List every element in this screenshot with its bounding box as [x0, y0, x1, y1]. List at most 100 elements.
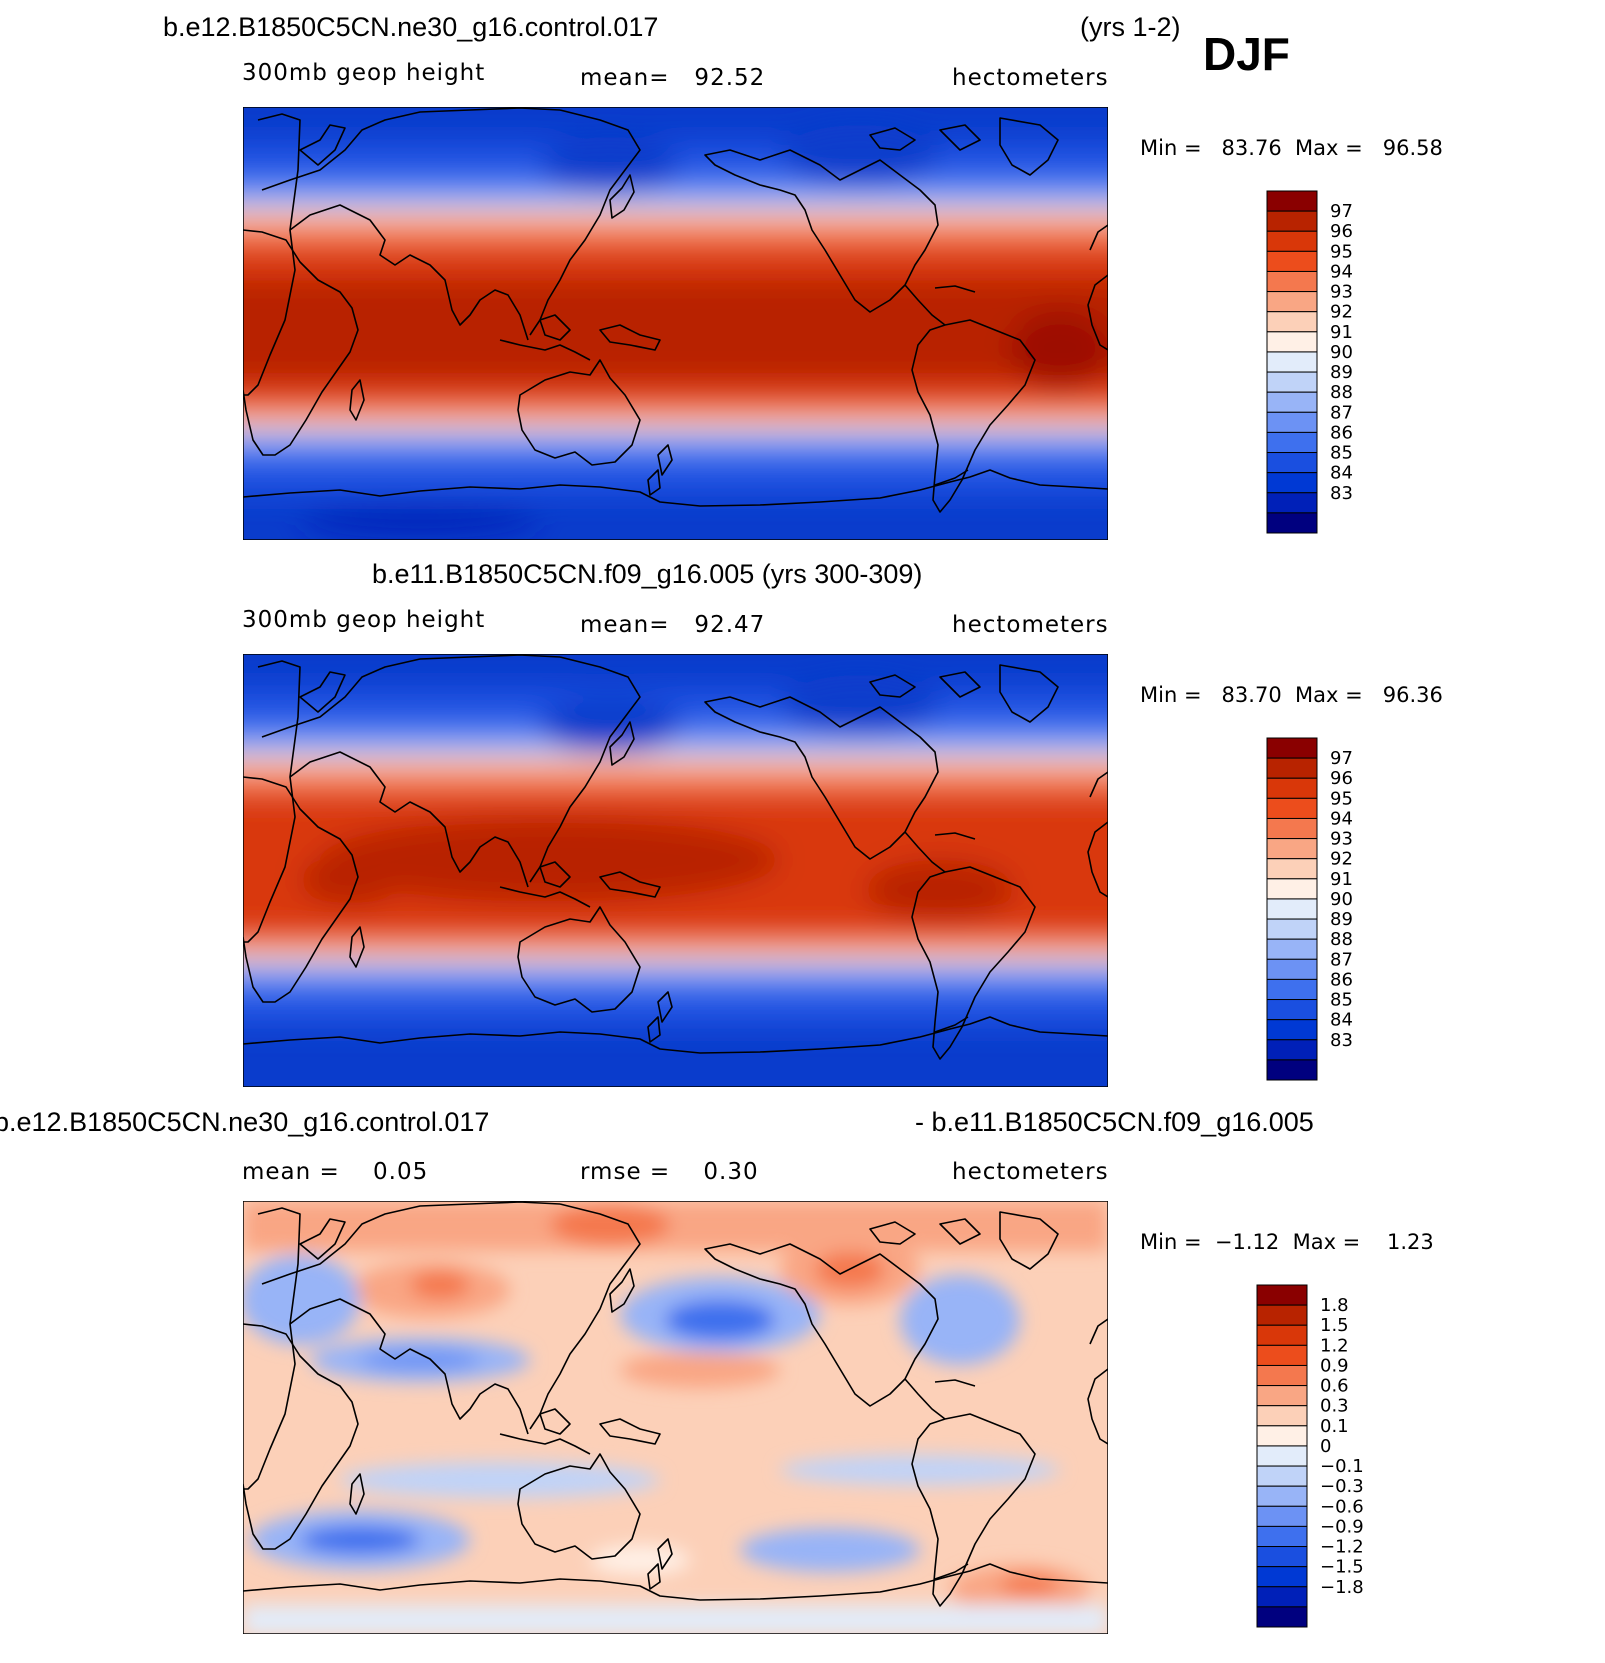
- colorbar-box: [1256, 1606, 1308, 1628]
- colorbar-tick-label: 96: [1330, 768, 1353, 789]
- colorbar-tick-label: −1.5: [1320, 1557, 1364, 1578]
- colorbar-tick-label: 89: [1330, 362, 1353, 383]
- colorbar-tick-label: 84: [1330, 1010, 1353, 1031]
- colorbar-box: [1266, 938, 1318, 960]
- colorbar-box: [1256, 1344, 1308, 1366]
- colorbar-tick-label: −0.9: [1320, 1516, 1364, 1537]
- colorbar-tick-label: 97: [1330, 201, 1353, 222]
- colorbar-tick-label: 1.2: [1320, 1335, 1349, 1356]
- colorbar-box: [1256, 1324, 1308, 1346]
- colorbar-box: [1266, 311, 1318, 333]
- panel1-colorbar-boxes: [1266, 190, 1318, 534]
- panel-control: b.e11.B1850C5CN.f09_g16.005 (yrs 300-309…: [242, 559, 1443, 1087]
- panel3-mean-label: mean = 0.05: [242, 1159, 428, 1185]
- colorbar-tick-label: 91: [1330, 869, 1353, 890]
- colorbar-tick-label: 85: [1330, 443, 1353, 464]
- colorbar-box: [1256, 1566, 1308, 1588]
- colorbar-box: [1266, 999, 1318, 1021]
- colorbar-tick-label: 0: [1320, 1436, 1331, 1457]
- colorbar-box: [1266, 978, 1318, 1001]
- colorbar-box: [1256, 1304, 1308, 1326]
- colorbar-tick-label: 95: [1330, 241, 1353, 262]
- colorbar-tick-label: −0.3: [1320, 1476, 1364, 1497]
- colorbar-tick-label: 88: [1330, 929, 1353, 950]
- colorbar-tick-label: 1.5: [1320, 1315, 1349, 1336]
- panel1-title-right: (yrs 1-2): [1080, 12, 1181, 42]
- colorbar-box: [1266, 898, 1318, 920]
- colorbar-tick-label: 93: [1330, 829, 1353, 850]
- colorbar-tick-label: 87: [1330, 402, 1353, 423]
- colorbar-tick-label: 0.3: [1320, 1396, 1349, 1417]
- colorbar-box: [1256, 1364, 1308, 1387]
- colorbar-tick-label: 1.8: [1320, 1295, 1349, 1316]
- colorbar-box: [1266, 250, 1318, 272]
- colorbar-box: [1266, 858, 1318, 880]
- panel3-title-right: - b.e11.B1850C5CN.f09_g16.005: [915, 1107, 1314, 1137]
- colorbar-box: [1266, 737, 1318, 759]
- panel1-units-label: hectometers: [952, 65, 1109, 91]
- panel3-colorbar-labels: 1.81.51.20.90.60.30.10−0.1−0.3−0.6−0.9−1…: [1320, 1295, 1364, 1598]
- panel3-colorbar: 1.81.51.20.90.60.30.10−0.1−0.3−0.6−0.9−1…: [1256, 1284, 1364, 1628]
- colorbar-box: [1266, 411, 1318, 433]
- colorbar-box: [1266, 190, 1318, 212]
- panel1-minmax: Min = 83.76 Max = 96.58: [1140, 136, 1443, 160]
- colorbar-box: [1256, 1385, 1308, 1407]
- colorbar-tick-label: −0.1: [1320, 1456, 1364, 1477]
- colorbar-tick-label: 91: [1330, 322, 1353, 343]
- colorbar-box: [1266, 878, 1318, 900]
- panel2-map: [243, 654, 1108, 1087]
- season-label: DJF: [1203, 28, 1290, 80]
- panel1-field-label: 300mb geop height: [242, 60, 485, 86]
- colorbar-box: [1266, 1059, 1318, 1081]
- colorbar-tick-label: 87: [1330, 949, 1353, 970]
- colorbar-tick-label: 88: [1330, 382, 1353, 403]
- colorbar-tick-label: −1.2: [1320, 1537, 1364, 1558]
- colorbar-tick-label: 0.9: [1320, 1355, 1349, 1376]
- colorbar-tick-label: 85: [1330, 990, 1353, 1011]
- panel3-title-left: b.e12.B1850C5CN.ne30_g16.control.017: [0, 1107, 489, 1137]
- panel2-colorbar-boxes: [1266, 737, 1318, 1081]
- colorbar-tick-label: 92: [1330, 849, 1353, 870]
- colorbar-tick-label: 97: [1330, 748, 1353, 769]
- colorbar-tick-label: 93: [1330, 282, 1353, 303]
- panel2-field-label: 300mb geop height: [242, 607, 485, 633]
- colorbar-box: [1266, 757, 1318, 779]
- colorbar-tick-label: 0.6: [1320, 1376, 1349, 1397]
- colorbar-box: [1266, 270, 1318, 293]
- panel3-map: [243, 1201, 1108, 1634]
- panel3-colorbar-boxes: [1256, 1284, 1308, 1628]
- panel3-rmse-label: rmse = 0.30: [580, 1159, 759, 1185]
- panel-difference: b.e12.B1850C5CN.ne30_g16.control.017 - b…: [0, 1107, 1434, 1634]
- colorbar-box: [1256, 1405, 1308, 1427]
- colorbar-box: [1266, 452, 1318, 474]
- colorbar-box: [1266, 1039, 1318, 1061]
- colorbar-tick-label: 0.1: [1320, 1416, 1349, 1437]
- colorbar-tick-label: 83: [1330, 1030, 1353, 1051]
- colorbar-box: [1266, 1019, 1318, 1041]
- colorbar-tick-label: 89: [1330, 909, 1353, 930]
- panel2-mean-label: mean= 92.47: [580, 612, 765, 638]
- colorbar-box: [1256, 1284, 1308, 1306]
- panel2-minmax: Min = 83.70 Max = 96.36: [1140, 683, 1443, 707]
- colorbar-box: [1266, 431, 1318, 454]
- panel2-title: b.e11.B1850C5CN.f09_g16.005 (yrs 300-309…: [372, 559, 922, 589]
- colorbar-box: [1266, 512, 1318, 534]
- colorbar-tick-label: −0.6: [1320, 1496, 1364, 1517]
- colorbar-tick-label: 96: [1330, 221, 1353, 242]
- colorbar-box: [1256, 1425, 1308, 1447]
- colorbar-tick-label: 94: [1330, 261, 1353, 282]
- colorbar-tick-label: 86: [1330, 422, 1353, 443]
- colorbar-box: [1266, 230, 1318, 252]
- colorbar-tick-label: 84: [1330, 463, 1353, 484]
- colorbar-tick-label: 94: [1330, 808, 1353, 829]
- colorbar-box: [1266, 918, 1318, 940]
- colorbar-box: [1256, 1586, 1308, 1608]
- colorbar-box: [1266, 472, 1318, 494]
- colorbar-tick-label: 90: [1330, 342, 1353, 363]
- colorbar-box: [1266, 351, 1318, 373]
